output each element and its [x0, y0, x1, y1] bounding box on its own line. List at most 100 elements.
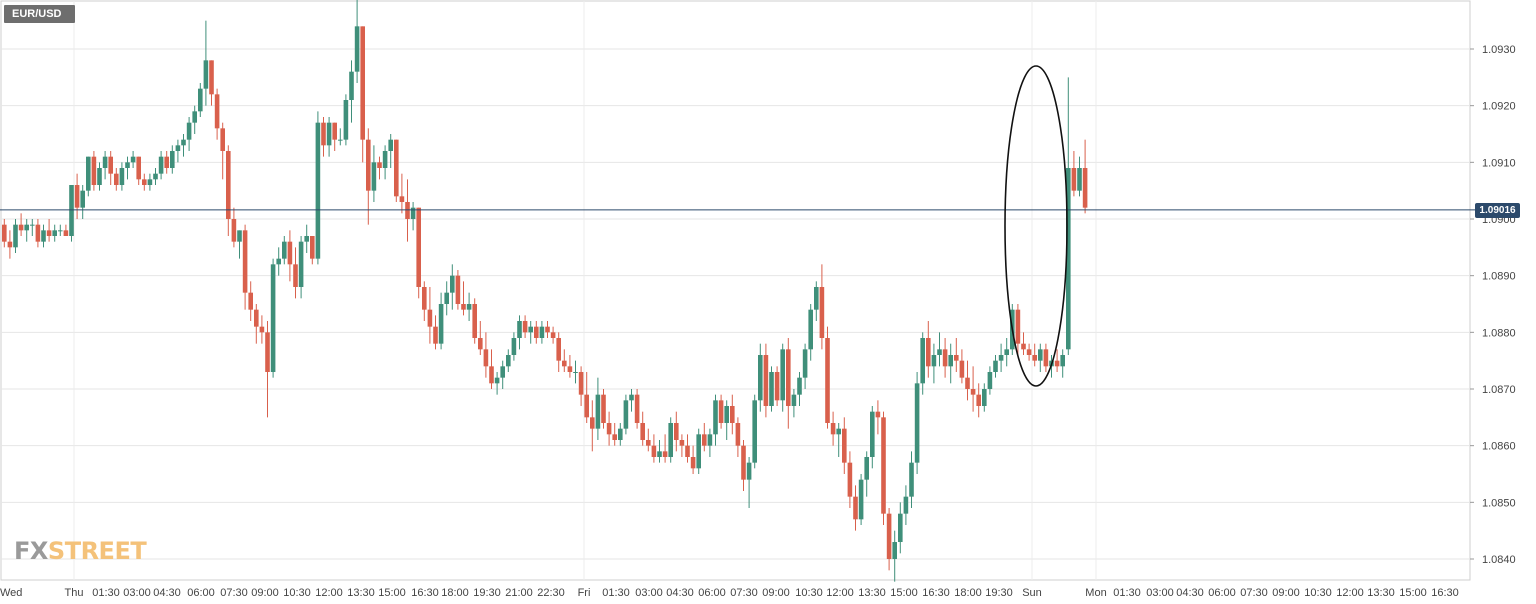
candle	[444, 281, 449, 316]
candle	[147, 173, 153, 191]
current-price-badge: 1.09016	[1475, 203, 1520, 218]
candle-body	[875, 411, 881, 418]
candle	[293, 247, 298, 299]
candle-body	[629, 394, 634, 401]
candle-body	[830, 423, 836, 435]
x-tick-label: 22:30	[537, 587, 565, 599]
candle-body	[102, 156, 108, 168]
candle-body	[769, 372, 774, 406]
candle-body	[819, 287, 825, 338]
candle-body	[164, 156, 169, 168]
candle-body	[965, 377, 970, 389]
candle	[108, 151, 113, 185]
candle	[545, 321, 550, 338]
candle-body	[13, 224, 18, 248]
x-tick-label: 21:00	[505, 587, 533, 599]
candle-body	[1066, 168, 1071, 350]
candle-body	[892, 542, 897, 559]
candle-body	[562, 360, 567, 367]
candle	[231, 207, 237, 248]
candle-body	[478, 338, 483, 350]
candle	[46, 219, 52, 242]
candle	[175, 139, 181, 163]
candle	[349, 60, 354, 123]
x-tick-label: 06:00	[187, 587, 215, 599]
candle-body	[926, 338, 931, 367]
candle-body	[959, 360, 965, 378]
candle	[1043, 343, 1049, 372]
candle	[651, 434, 657, 463]
candle	[965, 360, 970, 401]
candle-body	[976, 394, 981, 406]
candle-body	[1015, 309, 1021, 344]
candle-body	[948, 355, 953, 367]
x-tick-label: 16:30	[1431, 587, 1459, 599]
candle	[881, 411, 886, 525]
candle-body	[881, 417, 886, 514]
candle-body	[797, 377, 802, 395]
candle	[528, 321, 533, 344]
candle-body	[1004, 349, 1009, 355]
candle-body	[63, 230, 69, 236]
candle-body	[74, 185, 80, 208]
candle	[741, 440, 746, 491]
x-tick-label: 03:00	[123, 587, 151, 599]
candle	[914, 372, 920, 474]
candle	[237, 230, 242, 259]
candle-body	[483, 349, 489, 367]
candle	[433, 315, 438, 350]
candle	[455, 270, 461, 310]
candle	[209, 60, 214, 106]
candle-body	[618, 428, 623, 440]
candle-body	[646, 440, 651, 446]
candle	[993, 355, 998, 378]
candle-body	[310, 236, 315, 259]
x-tick-label: 03:00	[635, 587, 663, 599]
candle-body	[886, 513, 892, 559]
candle-body	[136, 156, 141, 180]
candle	[119, 162, 125, 191]
candle-body	[774, 372, 780, 401]
candle-body	[125, 162, 130, 168]
candle-body	[326, 122, 332, 146]
candle	[982, 383, 987, 412]
candle-body	[298, 241, 304, 287]
candle	[634, 389, 640, 429]
candle-body	[181, 139, 186, 146]
candle-body	[270, 264, 276, 372]
candle-body	[858, 479, 864, 520]
candle-body	[175, 145, 181, 151]
candle-body	[394, 139, 399, 197]
candle	[41, 224, 46, 248]
candle	[466, 292, 472, 321]
candle-body	[864, 457, 869, 480]
candle-body	[108, 156, 113, 174]
x-tick-label: Mon	[1085, 587, 1106, 599]
candle-body	[35, 224, 41, 242]
candle	[304, 224, 309, 253]
candle	[931, 343, 937, 384]
candle	[388, 134, 393, 168]
x-tick-label: 04:30	[666, 587, 694, 599]
candle	[679, 434, 685, 457]
candle	[7, 230, 13, 259]
candle	[797, 372, 802, 406]
x-tick-label: Thu	[65, 587, 84, 599]
candle-body	[461, 304, 466, 310]
candle	[366, 128, 371, 225]
candle-body	[276, 258, 281, 265]
candle-body	[903, 496, 909, 514]
candle	[80, 185, 85, 219]
x-tick-label: 09:00	[1272, 587, 1300, 599]
candle-body	[186, 122, 192, 140]
x-tick-label: 12:00	[1336, 587, 1364, 599]
candle-body	[433, 326, 438, 344]
candle-body	[1026, 349, 1032, 355]
candle	[853, 485, 858, 531]
x-axis: Wed Thu 01:30 03:00 04:30 06:00 07:30 09:00 10:3…	[0, 587, 1459, 599]
chart-grid	[0, 0, 1471, 581]
candle	[136, 156, 141, 185]
x-tick-label: 07:30	[1240, 587, 1268, 599]
logo-street: STREET	[47, 537, 147, 565]
